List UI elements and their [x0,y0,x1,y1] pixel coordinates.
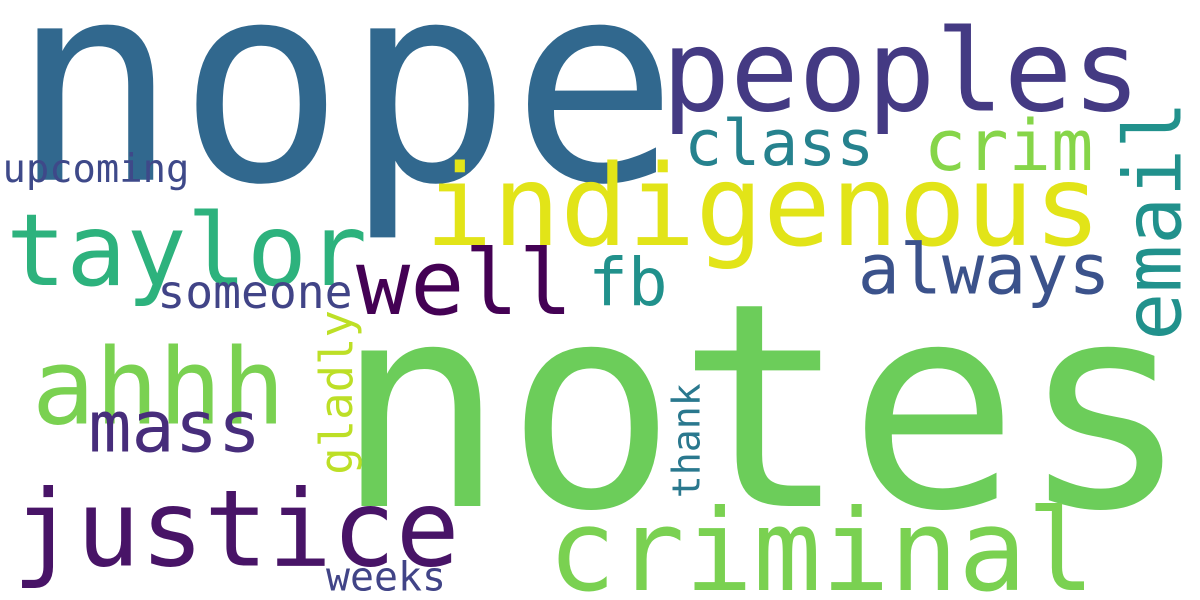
word-justice: justice [12,467,460,592]
word-well: well [356,230,573,336]
word-email: email [1106,100,1200,341]
word-fb: fb [588,244,668,322]
word-crim: crim [923,104,1094,187]
word-someone: someone [157,264,353,319]
word-always: always [857,229,1111,311]
word-weeks: weeks [326,554,446,600]
word-ahhh: ahhh [31,325,286,449]
word-mass: mass [88,384,262,469]
word-nope: nope [11,0,679,246]
word-notes: notes [334,243,1191,574]
word-thank: thank [665,383,710,499]
word-indigenous: indigenous [425,142,1102,272]
word-class: class [684,106,875,180]
word-gladly: gladly [309,310,363,475]
word-peoples: peoples [661,5,1141,138]
word-taylor: taylor [6,192,368,309]
word-upcoming: upcoming [2,147,190,192]
word-criminal: criminal [547,484,1096,600]
